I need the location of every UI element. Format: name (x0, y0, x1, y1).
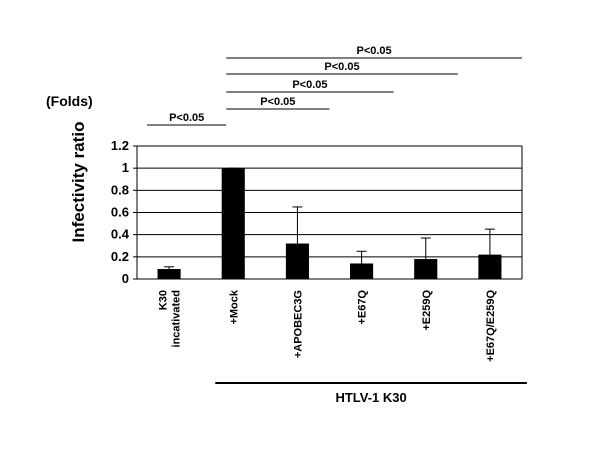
group-label: HTLV-1 K30 (335, 390, 406, 405)
y-tick-label: 0.2 (111, 249, 129, 264)
y-tick-label: 0.4 (111, 227, 130, 242)
y-tick-label: 1.2 (111, 138, 129, 153)
x-tick-label: K30incativated (158, 290, 183, 347)
x-tick-label: +Mock (228, 289, 240, 324)
y-axis-label: Infectivity ratio (69, 122, 88, 243)
bar (221, 168, 245, 279)
y-tick-label: 0 (122, 271, 129, 286)
x-tick-label: +E67Q (357, 290, 369, 325)
y-tick-label: 0.8 (111, 182, 129, 197)
significance-label: P<0.05 (292, 79, 327, 91)
bar (285, 243, 309, 279)
significance-label: P<0.05 (260, 96, 295, 108)
significance-label: P<0.05 (356, 45, 391, 57)
significance-label: P<0.05 (169, 112, 204, 124)
bar (350, 263, 374, 279)
x-tick-label: +E67Q/E259Q (485, 290, 497, 362)
bar (478, 254, 502, 279)
unit-note: (Folds) (46, 93, 93, 109)
y-tick-label: 1 (122, 160, 129, 175)
x-tick-label: +APOBEC3G (292, 290, 304, 358)
bar (414, 259, 438, 279)
x-tick-label: +E259Q (421, 290, 433, 331)
bar (157, 269, 181, 279)
significance-label: P<0.05 (324, 61, 359, 73)
y-tick-label: 0.6 (111, 205, 129, 220)
